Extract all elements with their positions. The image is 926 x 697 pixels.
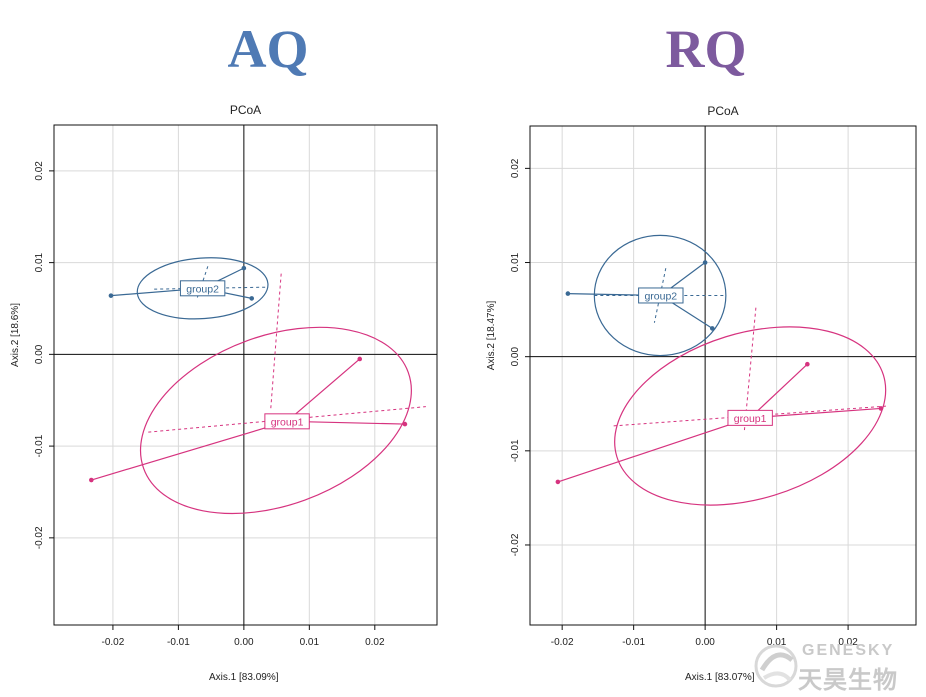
series-group1: group1 xyxy=(555,307,887,506)
spoke-group1 xyxy=(91,420,288,481)
y-tick-label: 0.02 xyxy=(510,158,521,178)
sample-point-group1 xyxy=(357,356,363,362)
spoke-group1 xyxy=(286,358,361,422)
confidence-ellipse-group2 xyxy=(593,234,727,357)
x-tick-label: -0.01 xyxy=(167,637,190,648)
x-tick-label: 0.02 xyxy=(365,637,385,648)
group-label-box-group2 xyxy=(638,287,684,304)
x-tick-label: -0.02 xyxy=(102,637,125,648)
group-label-box-group2 xyxy=(179,280,226,297)
x-tick-label: -0.02 xyxy=(551,637,574,648)
group-label-group1: group1 xyxy=(271,416,304,428)
plot-title: PCoA xyxy=(707,104,738,118)
group-label-group2: group2 xyxy=(186,283,219,295)
sample-point-group1 xyxy=(402,421,408,427)
panel-title-rq: RQ xyxy=(665,19,747,79)
pcoa-plot-rq: -0.02 -0.01 0.00 0.01 0.02 -0.02 -0.01 0.00 0.01… xyxy=(486,104,917,683)
sample-point-group2 xyxy=(702,260,708,265)
sample-point-group2 xyxy=(709,326,715,331)
sample-point-group1 xyxy=(878,406,884,411)
group-label-group2: group2 xyxy=(644,290,677,302)
confidence-ellipse-group2 xyxy=(136,257,269,320)
group-label-box-group1 xyxy=(264,413,310,430)
series-group2: group2 xyxy=(108,257,269,320)
y-tick-label: -0.01 xyxy=(510,439,521,462)
x-tick-label: 0.02 xyxy=(838,637,858,648)
spoke-group1 xyxy=(557,417,751,483)
y-tick-label: 0.00 xyxy=(510,347,521,367)
ellipse-minor-axis-group1 xyxy=(270,273,282,410)
x-axis-label: Axis.1 [83.07%] xyxy=(685,672,755,683)
group-label-group1: group1 xyxy=(734,413,767,425)
y-tick-label: 0.01 xyxy=(34,252,45,272)
logo-chinese-text: 天昊生物 xyxy=(798,666,898,694)
x-axis-label: Axis.1 [83.09%] xyxy=(209,672,279,683)
confidence-ellipse-group1 xyxy=(139,326,412,515)
ellipse-minor-axis-group1 xyxy=(743,307,757,431)
sample-point-group2 xyxy=(565,291,571,296)
y-tick-label: 0.00 xyxy=(34,344,45,364)
sample-point-group1 xyxy=(555,479,561,485)
y-axis-label: Axis.2 [18.47%] xyxy=(486,301,497,371)
x-tick-label: 0.00 xyxy=(234,637,254,648)
spoke-group1 xyxy=(749,363,808,419)
plot-frame xyxy=(53,124,438,626)
y-tick-label: 0.02 xyxy=(34,161,45,181)
sample-point-group2 xyxy=(241,265,247,271)
plot-title: PCoA xyxy=(230,103,261,117)
x-tick-label: -0.01 xyxy=(622,637,645,648)
genesky-logo: GENESKY 天昊生物 xyxy=(752,640,922,694)
logo-english-text: GENESKY xyxy=(802,642,895,659)
x-tick-label: 0.01 xyxy=(300,637,320,648)
series-group1: group1 xyxy=(89,273,426,515)
y-tick-label: 0.01 xyxy=(510,252,521,272)
pcoa-plot-aq: -0.02 -0.01 0.00 0.01 0.02 -0.02 -0.01 0.00 0.01… xyxy=(10,103,438,683)
sample-point-group1 xyxy=(805,361,810,367)
x-tick-label: 0.00 xyxy=(695,637,715,648)
logo-swirl-icon xyxy=(754,644,798,688)
sample-point-group2 xyxy=(249,296,255,301)
sample-point-group2 xyxy=(108,293,114,298)
series-group2: group2 xyxy=(565,234,727,357)
y-tick-label: -0.02 xyxy=(34,526,45,549)
sample-point-group1 xyxy=(89,477,94,483)
x-tick-label: 0.01 xyxy=(767,637,787,648)
confidence-ellipse-group1 xyxy=(614,326,887,506)
panel-title-aq: AQ xyxy=(227,19,309,79)
group-label-box-group1 xyxy=(727,409,773,426)
y-tick-label: -0.01 xyxy=(34,434,45,457)
y-tick-label: -0.02 xyxy=(510,533,521,556)
y-axis-label: Axis.2 [18.6%] xyxy=(10,303,21,367)
plot-frame xyxy=(529,125,917,626)
